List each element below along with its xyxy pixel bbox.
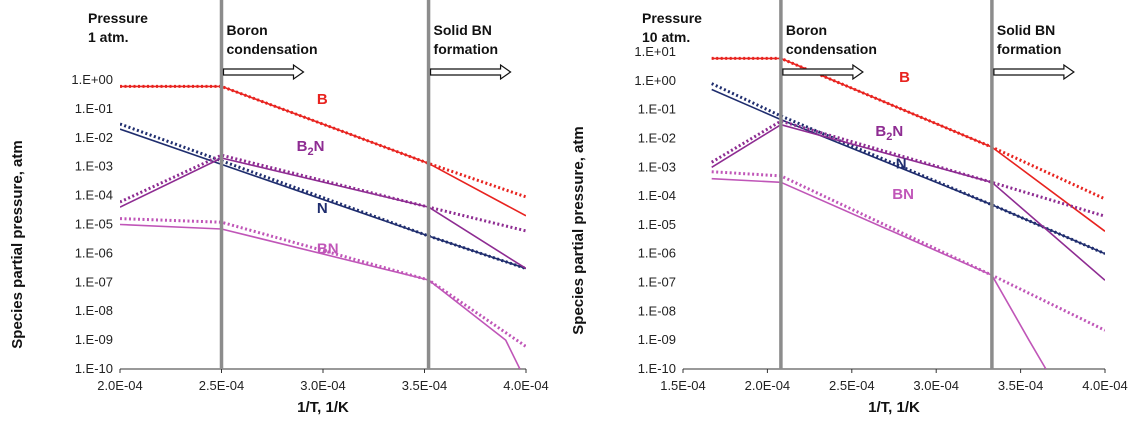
y-tick-label: 1.E+01 [634, 44, 676, 59]
y-tick-label: 1.E-04 [638, 188, 676, 203]
series-label-text: N [896, 156, 907, 173]
region-label: condensation [786, 41, 877, 57]
region-label: condensation [227, 41, 318, 57]
series-label-subscript: 2 [886, 131, 892, 143]
series-b2n-dotted-line [120, 153, 526, 233]
y-tick-label: 1.E-03 [75, 159, 113, 174]
region-arrow [429, 63, 512, 81]
y-tick-label: 1.E-01 [638, 102, 676, 117]
y-tick-label: 1.E-05 [638, 217, 676, 232]
y-tick-label: 1.E-10 [75, 361, 113, 376]
y-tick-label: 1.E-08 [75, 303, 113, 318]
series-label-n: N [896, 156, 907, 173]
x-tick-label: 4.0E-04 [1082, 378, 1128, 393]
pressure-note: Pressure [642, 10, 702, 26]
pressure-note: 1 atm. [88, 29, 128, 45]
series-label-suffix: N [892, 123, 903, 140]
y-tick-label: 1.E-02 [75, 130, 113, 145]
x-tick-label: 3.0E-04 [300, 378, 346, 393]
x-tick-label: 2.5E-04 [199, 378, 245, 393]
region-label: formation [434, 41, 499, 57]
chart-pressure-1atm: 1.E-10 1.E-09 1.E-08 1.E-07 1.E-06 1.E-05 1.E-… [9, 0, 549, 416]
series-label-bn: BN [892, 186, 914, 203]
region-label: formation [997, 41, 1062, 57]
series-n-dotted-line [120, 122, 526, 270]
series-label-text: B [899, 69, 910, 86]
series-label-text: B [317, 91, 328, 108]
series-bn-dotted-line [120, 217, 526, 348]
series-label-text: BN [317, 240, 339, 257]
series-b-dotted-line [711, 56, 1105, 201]
series-label-n: N [317, 200, 328, 217]
region-arrow [993, 63, 1075, 81]
series-b2n-solid-line [120, 157, 526, 270]
series-label-text: N [317, 200, 328, 217]
series-b-solid-line [711, 57, 1105, 232]
y-tick-label: 1.E-01 [75, 101, 113, 116]
y-tick-label: 1.E+00 [71, 72, 113, 87]
y-axis-title: Species partial pressure, atm [9, 140, 26, 348]
y-tick-label: 1.E+00 [634, 73, 676, 88]
y-tick-label: 1.E-10 [638, 361, 676, 376]
x-axis-title: 1/T, 1/K [868, 399, 920, 416]
x-tick-label: 2.5E-04 [829, 378, 875, 393]
series-label-subscript: 2 [307, 146, 313, 158]
series-group [120, 84, 526, 369]
x-tick-label: 1.5E-04 [660, 378, 706, 393]
y-tick-label: 1.E-06 [75, 245, 113, 260]
y-axis-title: Species partial pressure, atm [570, 126, 587, 334]
y-tick-label: 1.E-04 [75, 188, 113, 203]
series-b2n-solid-line [711, 123, 1105, 281]
series-label-text: B [297, 138, 308, 155]
pressure-note: 10 atm. [642, 29, 690, 45]
x-axis-title: 1/T, 1/K [297, 399, 349, 416]
y-tick-label: 1.E-03 [638, 159, 676, 174]
y-tick-label: 1.E-07 [638, 275, 676, 290]
series-label-text: BN [892, 186, 914, 203]
series-label-suffix: N [314, 138, 325, 155]
y-tick-label: 1.E-09 [75, 332, 113, 347]
series-n-dotted-line [711, 82, 1105, 256]
y-tick-label: 1.E-09 [638, 332, 676, 347]
series-b2n-dotted-line [710, 119, 1105, 218]
y-tick-label: 1.E-06 [638, 246, 676, 261]
series-label-bn: BN [317, 240, 339, 257]
region-label: Boron [786, 22, 827, 38]
series-label-b: B [899, 69, 910, 86]
x-tick-label: 3.0E-04 [913, 378, 959, 393]
region-label: Boron [227, 22, 268, 38]
x-tick-label: 2.0E-04 [97, 378, 143, 393]
series-label-b: B [317, 91, 328, 108]
region-arrow [782, 63, 864, 81]
x-tick-label: 4.0E-04 [503, 378, 549, 393]
y-tick-label: 1.E-05 [75, 217, 113, 232]
y-tick-label: 1.E-08 [638, 303, 676, 318]
y-tick-label: 1.E-07 [75, 274, 113, 289]
x-tick-label: 3.5E-04 [402, 378, 448, 393]
series-label-b2n: B2N [875, 123, 903, 143]
series-bn-dotted-line [711, 170, 1105, 332]
series-group [710, 56, 1105, 369]
x-tick-label: 3.5E-04 [998, 378, 1044, 393]
series-n-solid-line [711, 88, 1105, 255]
region-label: Solid BN [434, 22, 492, 38]
series-label-b2n: B2N [297, 138, 325, 158]
pressure-note: Pressure [88, 10, 148, 26]
y-tick-label: 1.E-02 [638, 130, 676, 145]
series-label-text: B [875, 123, 886, 140]
chart-pressure-10atm: 1.E-10 1.E-09 1.E-08 1.E-07 1.E-06 1.E-05 1.E-… [570, 0, 1128, 416]
series-b-dotted-line [120, 84, 526, 199]
region-label: Solid BN [997, 22, 1055, 38]
region-arrow [222, 63, 305, 81]
x-tick-label: 2.0E-04 [745, 378, 791, 393]
